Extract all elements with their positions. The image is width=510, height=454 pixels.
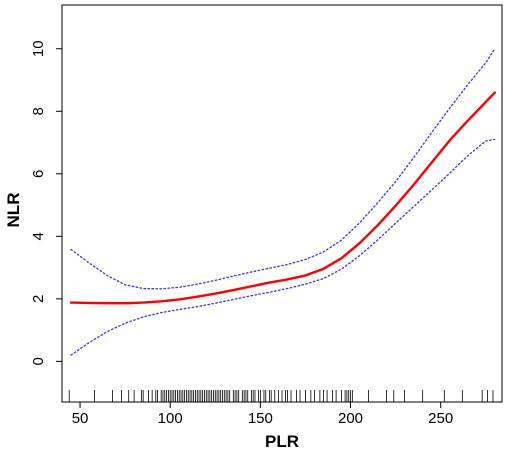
y-tick-label: 2 xyxy=(30,295,47,303)
y-axis-label: NLR xyxy=(4,193,23,228)
x-axis: 50 100 150 200 250 xyxy=(72,402,453,427)
upper-ci-line xyxy=(70,48,496,290)
y-tick-label: 4 xyxy=(30,232,47,240)
y-tick-label: 6 xyxy=(30,170,47,178)
x-tick-label: 50 xyxy=(72,410,89,427)
series-group xyxy=(69,48,496,356)
x-tick-label: 150 xyxy=(248,410,273,427)
y-tick-label: 0 xyxy=(30,357,47,365)
rug-plot xyxy=(68,390,494,402)
x-tick-label: 200 xyxy=(338,410,363,427)
lower-ci-line xyxy=(70,138,496,356)
x-tick-label: 100 xyxy=(158,410,183,427)
fit-line xyxy=(69,91,496,305)
x-tick-label: 250 xyxy=(428,410,453,427)
y-tick-label: 8 xyxy=(30,107,47,115)
y-axis: 0 2 4 6 8 10 xyxy=(30,40,62,366)
y-tick-label: 10 xyxy=(30,40,47,57)
x-axis-label: PLR xyxy=(265,432,299,451)
